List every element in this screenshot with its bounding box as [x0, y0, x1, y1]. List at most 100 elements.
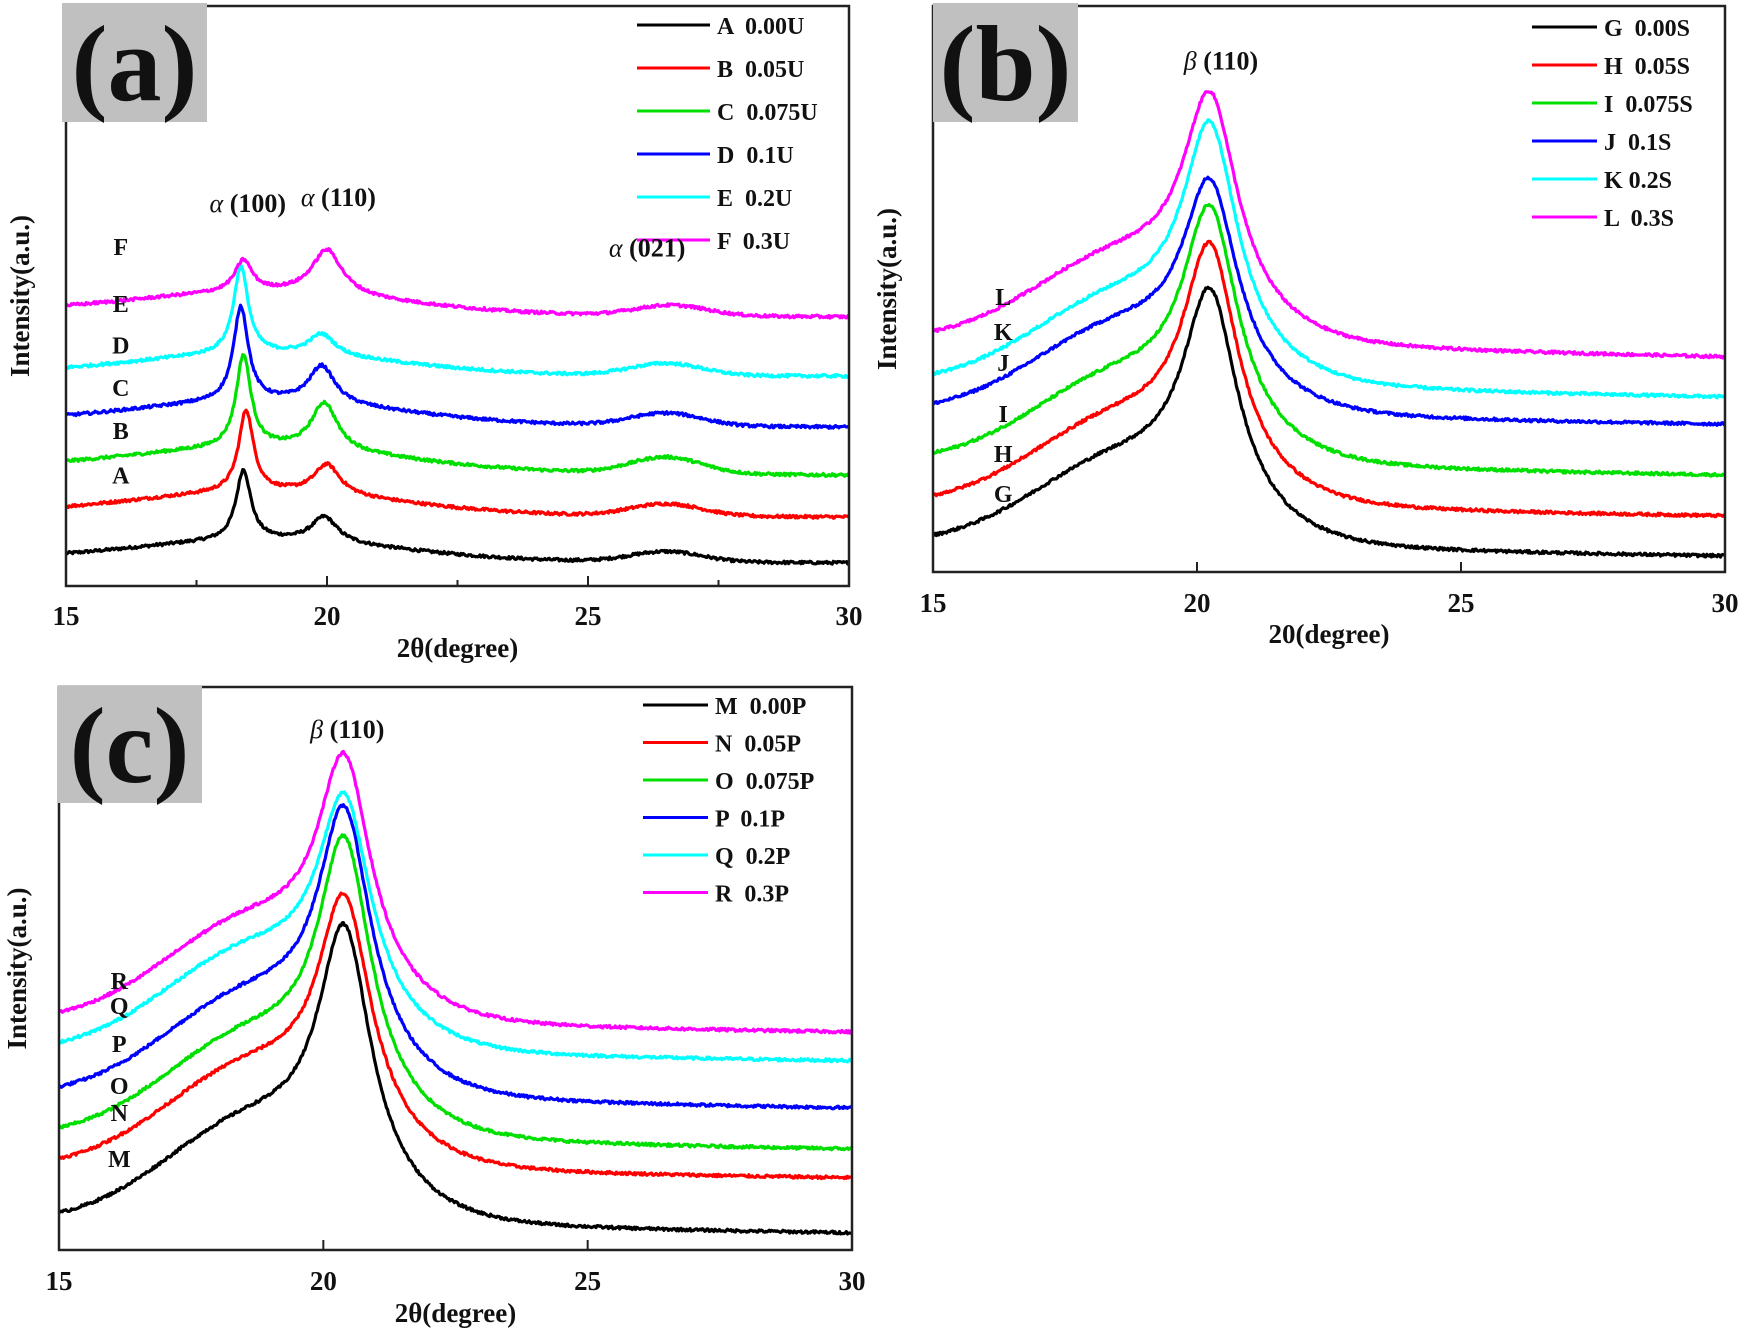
legend-label: I 0.075S: [1604, 92, 1693, 118]
curve-label-L: L: [995, 285, 1011, 311]
legend-label: N 0.05P: [715, 732, 801, 758]
series-line-B: [65, 408, 851, 520]
panel-c: (c) 15 20 25 30 M 0.00P N 0.05P O 0.075P P 0.1…: [2, 685, 866, 1328]
peak-annotation-plane: (110): [315, 183, 376, 212]
panel-a-x-axis-title: 2θ(degree): [397, 633, 519, 663]
curve-label-G: G: [994, 482, 1013, 508]
legend-item-N: N 0.05P: [643, 732, 801, 758]
legend-item-F: F 0.3U: [637, 229, 790, 255]
series-line-G: [932, 285, 1726, 559]
curve-label-R: R: [111, 969, 129, 995]
series-line-C: [65, 352, 851, 479]
series-line-H: [931, 239, 1726, 519]
peak-annotation-phase: α: [609, 234, 624, 263]
legend-label: R 0.3P: [715, 882, 789, 908]
legend-label: Q 0.2P: [715, 844, 790, 870]
panel-a-x-ticks: 15 20 25 30: [53, 576, 863, 631]
legend-label: K 0.2S: [1604, 168, 1672, 194]
x-tick-label: 30: [839, 1266, 866, 1296]
x-tick-label: 15: [53, 601, 80, 631]
x-tick-label: 25: [1448, 588, 1475, 618]
x-tick-label: 25: [575, 601, 602, 631]
panel-b-x-axis-title: 20(degree): [1269, 619, 1390, 649]
panel-c-peak-annotations: β (110): [309, 715, 384, 744]
x-tick-label: 25: [574, 1266, 601, 1296]
legend-item-D: D 0.1U: [637, 143, 794, 169]
panel-c-tag: (c): [70, 687, 190, 806]
peak-annotation-phase: α: [301, 183, 316, 212]
legend-item-G: G 0.00S: [1532, 16, 1690, 42]
series-line-I: [931, 202, 1726, 478]
panel-b-y-axis-title: Intensity(a.u.): [872, 208, 902, 370]
curve-label-N: N: [111, 1101, 129, 1127]
legend-item-C: C 0.075U: [637, 100, 818, 126]
curve-label-K: K: [994, 320, 1013, 346]
panel-a-tag: (a): [72, 5, 198, 124]
x-tick-label: 30: [1712, 588, 1739, 618]
series-line-N: [58, 891, 853, 1181]
panel-c-legend: M 0.00P N 0.05P O 0.075P P 0.1P Q 0.2P R 0.3P: [643, 694, 814, 908]
legend-label: O 0.075P: [715, 769, 814, 795]
series-line-F: [64, 247, 851, 320]
panel-b-tag-box: [933, 3, 1078, 122]
x-tick-label: 20: [314, 601, 341, 631]
legend-item-E: E 0.2U: [637, 186, 792, 212]
panel-c-tag-box: [57, 686, 202, 803]
curve-label-H: H: [994, 442, 1013, 468]
legend-label: D 0.1U: [717, 143, 794, 169]
curve-label-P: P: [112, 1032, 127, 1058]
legend-label: B 0.05U: [717, 57, 804, 83]
peak-annotation-plane: (110): [323, 715, 384, 744]
panel-a-legend: A 0.00U B 0.05U C 0.075U D 0.1U E 0.2U F 0.3U: [637, 14, 818, 255]
panel-b-plot-area: [931, 90, 1727, 559]
series-line-K: [932, 118, 1727, 400]
series-line-P: [58, 803, 853, 1111]
peak-annotation: β (110): [1183, 46, 1258, 75]
curve-label-D: D: [112, 334, 129, 360]
legend-item-B: B 0.05U: [637, 57, 804, 83]
panel-c-x-axis-title: 2θ(degree): [395, 1298, 517, 1328]
panel-a-tag-box: [62, 3, 207, 122]
legend-label: F 0.3U: [717, 229, 790, 255]
peak-annotation: α (021): [609, 234, 685, 263]
legend-item-P: P 0.1P: [643, 807, 785, 833]
panel-b-x-ticks: 15 20 25 30: [920, 562, 1739, 618]
curve-label-J: J: [997, 351, 1009, 377]
series-line-R: [58, 749, 853, 1035]
legend-label: G 0.00S: [1604, 16, 1690, 42]
series-line-M: [57, 920, 853, 1236]
legend-label: C 0.075U: [717, 100, 818, 126]
series-line-Q: [57, 790, 853, 1064]
peak-annotation-phase: α: [210, 189, 225, 218]
curve-label-M: M: [108, 1147, 131, 1173]
panel-b-tag: (b): [940, 5, 1072, 124]
panel-a-peak-annotations: α (100) α (110)α (021): [210, 183, 686, 262]
legend-item-R: R 0.3P: [643, 882, 789, 908]
legend-item-K: K 0.2S: [1532, 168, 1672, 194]
legend-item-I: I 0.075S: [1532, 92, 1693, 118]
legend-label: L 0.3S: [1604, 206, 1674, 232]
legend-label: J 0.1S: [1604, 130, 1671, 156]
peak-annotation-plane: (100): [223, 189, 286, 218]
legend-label: H 0.05S: [1604, 54, 1690, 80]
legend-item-H: H 0.05S: [1532, 54, 1690, 80]
peak-annotation-phase: β: [309, 715, 323, 744]
x-tick-label: 20: [310, 1266, 337, 1296]
panel-a-plot-area: [64, 247, 851, 566]
peak-annotation: α (110): [301, 183, 376, 212]
curve-label-F: F: [113, 235, 128, 261]
panel-a: (a) 15 20 25 30 A 0.00U B 0.05U C 0.075U D 0.1…: [5, 3, 863, 663]
x-tick-label: 15: [46, 1266, 73, 1296]
x-tick-label: 15: [920, 588, 947, 618]
curve-label-Q: Q: [110, 994, 129, 1020]
legend-item-M: M 0.00P: [643, 694, 806, 720]
panel-c-x-ticks: 15 20 25 30: [46, 1240, 866, 1296]
panel-c-axes-frame: [57, 685, 854, 1252]
curve-label-B: B: [113, 419, 129, 445]
series-line-J: [931, 175, 1727, 427]
legend-item-J: J 0.1S: [1532, 130, 1671, 156]
legend-item-Q: Q 0.2P: [643, 844, 790, 870]
series-line-D: [65, 303, 850, 430]
